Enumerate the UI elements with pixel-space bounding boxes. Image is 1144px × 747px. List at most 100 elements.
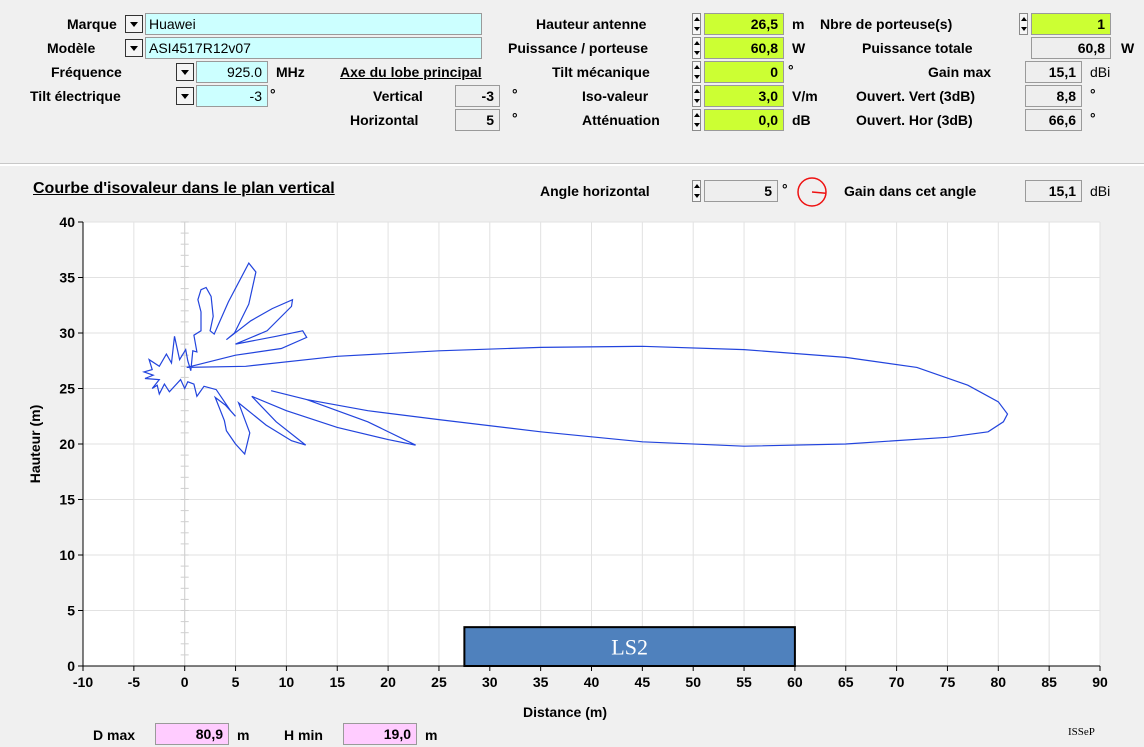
- x-tick-label: 70: [889, 674, 905, 690]
- ls2-label: LS2: [611, 635, 648, 660]
- modele-dropdown-icon[interactable]: [125, 39, 143, 57]
- angle-direction-icon: [797, 177, 827, 207]
- hauteur-antenne-label: Hauteur antenne: [536, 16, 647, 32]
- frequence-field[interactable]: 925.0: [196, 61, 268, 83]
- x-tick-label: 45: [635, 674, 651, 690]
- dmax-unit: m: [237, 727, 250, 743]
- marque-label: Marque: [67, 16, 117, 32]
- hauteur-spinner-icon[interactable]: [692, 13, 701, 35]
- hauteur-unit: m: [792, 16, 805, 32]
- hmin-unit: m: [425, 727, 438, 743]
- tilt-electrique-label: Tilt électrique: [30, 88, 121, 104]
- gain-max-field: 15,1: [1025, 61, 1082, 83]
- marque-dropdown-icon[interactable]: [125, 15, 143, 33]
- x-tick-label: 5: [232, 674, 240, 690]
- tilt-mecanique-label: Tilt mécanique: [552, 64, 650, 80]
- puissance-unit: W: [792, 40, 806, 56]
- iso-unit: V/m: [792, 88, 818, 104]
- attenuation-unit: dB: [792, 112, 811, 128]
- lobe-vertical-label: Vertical: [373, 88, 423, 104]
- hmin-field: 19,0: [343, 723, 417, 745]
- y-tick-label: 15: [59, 492, 75, 508]
- lobe-horizontal-unit: °: [512, 110, 518, 126]
- x-tick-label: 55: [736, 674, 752, 690]
- x-tick-label: 10: [279, 674, 295, 690]
- lobe-vertical-field: -3: [455, 85, 500, 107]
- nbre-spinner-icon[interactable]: [1019, 13, 1028, 35]
- isovalue-curve: [142, 262, 1009, 456]
- x-tick-label: 40: [584, 674, 600, 690]
- puissance-totale-field: 60,8: [1031, 37, 1111, 59]
- y-tick-label: 35: [59, 270, 75, 286]
- section-divider: [0, 163, 1144, 166]
- nbre-porteuses-label: Nbre de porteuse(s): [820, 16, 953, 32]
- gain-angle-label: Gain dans cet angle: [844, 183, 977, 199]
- nbre-porteuses-field[interactable]: 1: [1031, 13, 1111, 35]
- lobe-horizontal-field: 5: [455, 109, 500, 131]
- ouvert-vert-unit: °: [1090, 86, 1096, 102]
- iso-spinner-icon[interactable]: [692, 85, 701, 107]
- lobe-principal-title: Axe du lobe principal: [340, 64, 482, 80]
- grid: [82, 221, 1101, 667]
- puissance-totale-unit: W: [1121, 40, 1135, 56]
- puissance-porteuse-field[interactable]: 60,8: [704, 37, 784, 59]
- puissance-totale-label: Puissance totale: [862, 40, 973, 56]
- x-tick-label: 35: [533, 674, 549, 690]
- x-tick-label: -10: [73, 674, 93, 690]
- tilt-mecanique-field[interactable]: 0: [704, 61, 784, 83]
- attenuation-label: Atténuation: [582, 112, 660, 128]
- x-tick-label: 65: [838, 674, 854, 690]
- x-tick-label: 15: [329, 674, 345, 690]
- x-tick-label: 85: [1041, 674, 1057, 690]
- hmin-label: H min: [284, 727, 323, 743]
- ouvert-hor-unit: °: [1090, 110, 1096, 126]
- gain-angle-unit: dBi: [1090, 183, 1111, 199]
- lobe-horizontal-label: Horizontal: [350, 112, 419, 128]
- modele-label: Modèle: [47, 40, 96, 56]
- angle-horizontal-field[interactable]: 5: [704, 180, 778, 202]
- ouvert-vert-label: Ouvert. Vert (3dB): [856, 88, 976, 104]
- iso-valeur-label: Iso-valeur: [582, 88, 649, 104]
- x-tick-label: 75: [940, 674, 956, 690]
- x-tick-label: 25: [431, 674, 447, 690]
- puissance-spinner-icon[interactable]: [692, 37, 701, 59]
- tilt-electrique-dropdown-icon[interactable]: [176, 87, 194, 105]
- credit-text: ISSeP: [1068, 726, 1095, 738]
- tilt-meca-spinner-icon[interactable]: [692, 61, 701, 83]
- y-tick-label: 30: [59, 325, 75, 341]
- iso-valeur-field[interactable]: 3,0: [704, 85, 784, 107]
- gain-max-unit: dBi: [1090, 64, 1111, 80]
- marque-field[interactable]: Huawei: [145, 13, 482, 35]
- angle-spinner-icon[interactable]: [692, 180, 701, 202]
- hauteur-antenne-field[interactable]: 26,5: [704, 13, 784, 35]
- ouvert-vert-field: 8,8: [1025, 85, 1082, 107]
- y-tick-label: 5: [67, 603, 75, 619]
- frequence-dropdown-icon[interactable]: [176, 63, 194, 81]
- attenuation-field[interactable]: 0,0: [704, 109, 784, 131]
- gain-angle-field: 15,1: [1025, 180, 1082, 202]
- puissance-porteuse-label: Puissance / porteuse: [508, 40, 649, 56]
- x-tick-label: 20: [380, 674, 396, 690]
- attenuation-spinner-icon[interactable]: [692, 109, 701, 131]
- ouvert-hor-label: Ouvert. Hor (3dB): [856, 112, 973, 128]
- y-tick-label: 25: [59, 381, 75, 397]
- tilt-meca-unit: °: [788, 62, 794, 78]
- x-tick-label: 60: [787, 674, 803, 690]
- x-tick-label: 90: [1092, 674, 1108, 690]
- tilt-electrique-field[interactable]: -3: [196, 85, 268, 107]
- isovalue-chart: -10 -5 0 5 10 15 20 25 30 35 40 45 50 55 60 65 70 75 80 85 9…: [27, 214, 1108, 720]
- modele-field[interactable]: ASI4517R12v07: [145, 37, 482, 59]
- angle-horizontal-label: Angle horizontal: [540, 183, 650, 199]
- x-tick-label: 0: [181, 674, 189, 690]
- y-tick-label: 20: [59, 436, 75, 452]
- y-tick-label: 10: [59, 547, 75, 563]
- x-axis-label: Distance (m): [523, 704, 607, 720]
- x-tick-label: 30: [482, 674, 498, 690]
- x-tick-label: 50: [685, 674, 701, 690]
- dmax-label: D max: [93, 727, 136, 743]
- x-tick-label: 80: [991, 674, 1007, 690]
- y-tick-label: 40: [59, 214, 75, 230]
- y-tick-label: 0: [67, 658, 75, 674]
- plot-title: Courbe d'isovaleur dans le plan vertical: [33, 180, 335, 197]
- y-axis-label: Hauteur (m): [27, 405, 43, 484]
